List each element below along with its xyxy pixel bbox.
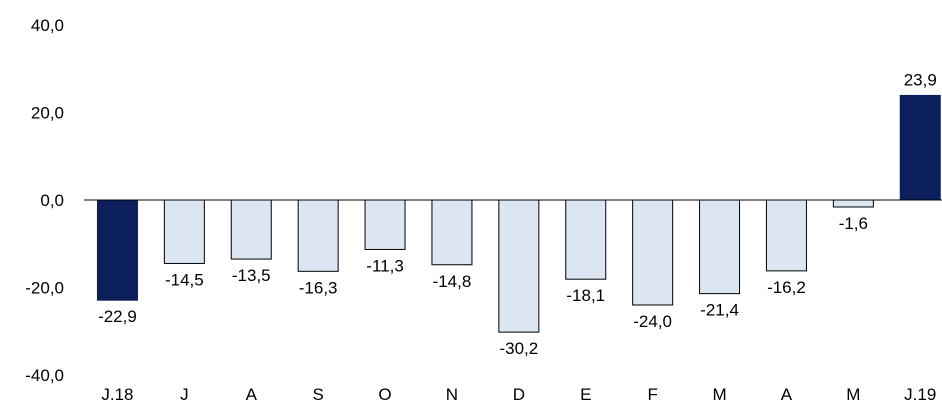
y-tick-label: 20,0 [31, 104, 64, 123]
data-label: -18,1 [566, 286, 605, 305]
y-axis-ticks: 40,0 20,0 0,0 -20,0 -40,0 [25, 16, 64, 385]
data-label: -22,9 [98, 307, 137, 326]
data-label: 23,9 [904, 70, 937, 89]
category-label: A [246, 385, 258, 404]
category-label: S [312, 385, 323, 404]
bar [297, 199, 339, 272]
category-label: J.18 [101, 385, 133, 404]
bar [96, 199, 138, 301]
bar [765, 199, 807, 272]
data-labels: -22,9 -14,5 -13,5 -16,3 -11,3 -14,8 -30,2 -18,1… [98, 70, 937, 358]
data-label: -13,5 [232, 266, 271, 285]
bar [632, 199, 674, 306]
data-label: -16,2 [767, 278, 806, 297]
bar [431, 199, 473, 266]
bars [96, 94, 941, 333]
category-label: M [846, 385, 860, 404]
bar [565, 199, 607, 280]
bar [699, 199, 741, 295]
data-label: -16,3 [299, 278, 338, 297]
bar [230, 199, 272, 260]
bar [832, 199, 874, 208]
category-label: O [378, 385, 391, 404]
category-label: M [712, 385, 726, 404]
category-label: A [781, 385, 793, 404]
bar [899, 94, 941, 201]
data-label: -21,4 [700, 301, 739, 320]
category-labels: J.18 J A S O N D E F M A M J.19 [101, 385, 936, 404]
category-label: J.19 [904, 385, 936, 404]
data-label: -11,3 [366, 256, 404, 275]
data-label: -14,5 [165, 270, 204, 289]
data-label: -1,6 [839, 214, 868, 233]
y-tick-label: -20,0 [25, 279, 64, 298]
category-label: N [446, 385, 458, 404]
bar [364, 199, 406, 250]
y-tick-label: -40,0 [25, 366, 64, 385]
category-label: F [647, 385, 657, 404]
bar [498, 199, 540, 333]
category-label: D [513, 385, 525, 404]
data-label: -14,8 [433, 272, 472, 291]
y-tick-label: 40,0 [31, 16, 64, 35]
data-label: -30,2 [499, 339, 538, 358]
data-label: -24,0 [633, 312, 672, 331]
category-label: E [580, 385, 591, 404]
y-tick-label: 0,0 [40, 191, 64, 210]
bar [163, 199, 205, 264]
category-label: J [180, 385, 189, 404]
